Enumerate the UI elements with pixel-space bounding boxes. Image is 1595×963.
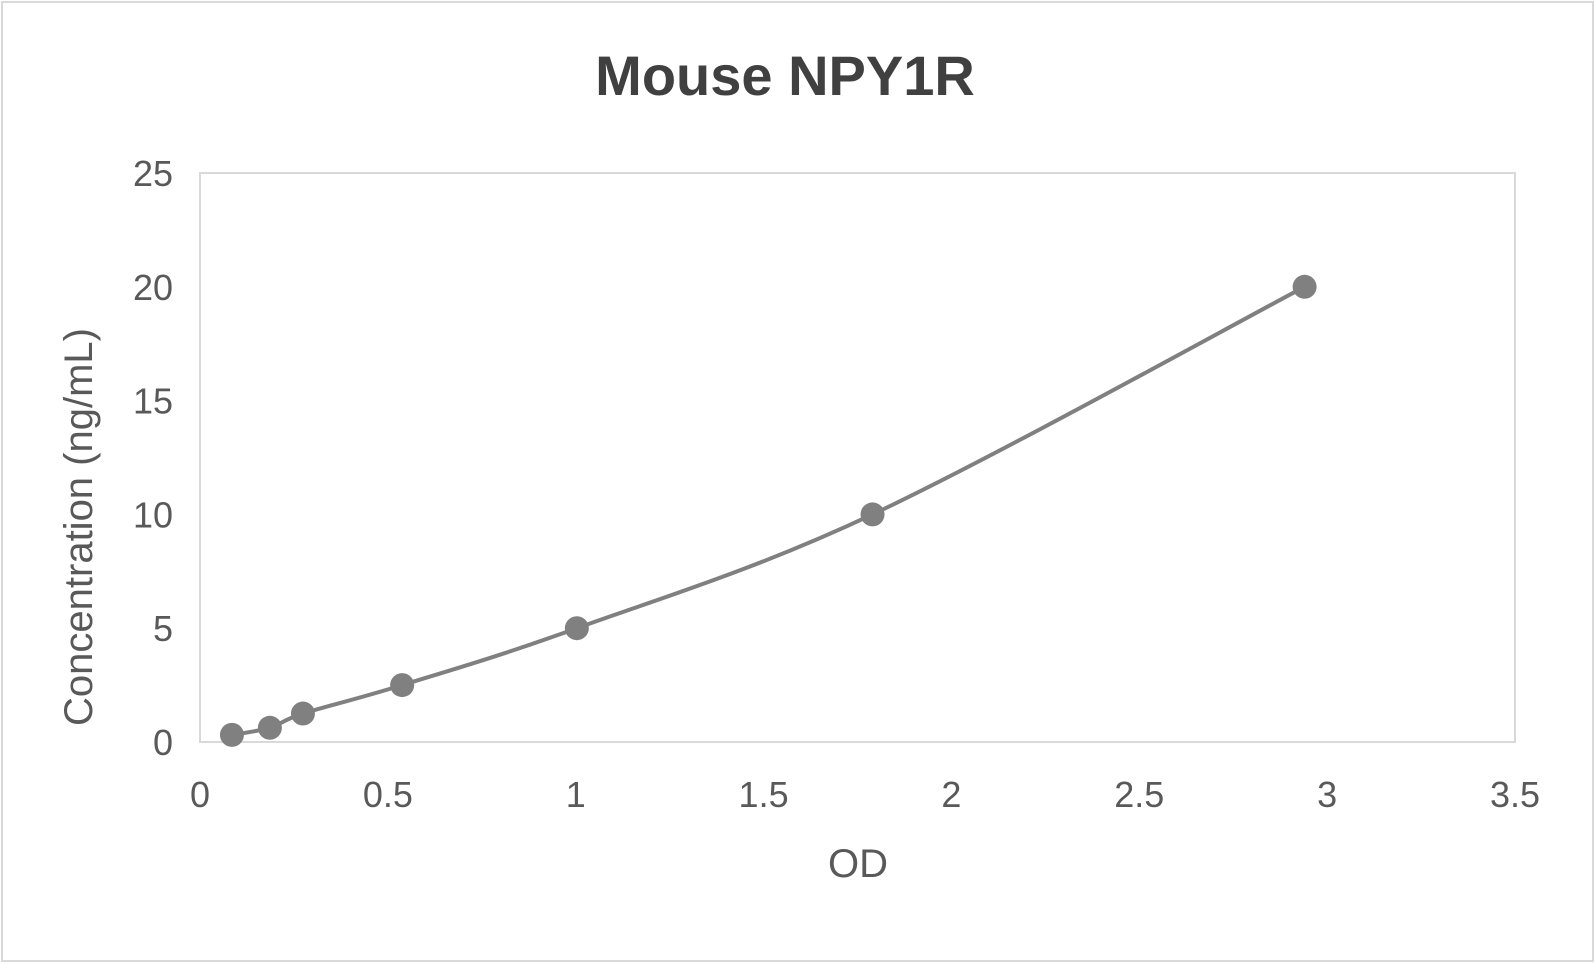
x-tick-label: 3.5 [1490, 774, 1540, 815]
y-tick-label: 25 [133, 153, 173, 194]
x-axis-label: OD [828, 842, 888, 886]
data-point-marker [290, 701, 315, 726]
x-tick-label: 1 [566, 774, 586, 815]
y-axis-label: Concentration (ng/mL) [57, 328, 101, 726]
y-tick-label: 5 [153, 608, 173, 649]
y-tick-label: 20 [133, 267, 173, 308]
data-point-marker [390, 673, 415, 698]
data-point-marker [564, 616, 589, 641]
x-tick-label: 2.5 [1114, 774, 1164, 815]
y-tick-label: 0 [153, 722, 173, 763]
data-point-marker [219, 722, 244, 747]
plot-area [199, 172, 1516, 743]
x-tick-label: 3 [1317, 774, 1337, 815]
x-tick-label: 0.5 [363, 774, 413, 815]
x-tick-label: 2 [941, 774, 961, 815]
x-tick-label: 0 [190, 774, 210, 815]
data-point-marker [1292, 274, 1317, 299]
data-point-marker [860, 502, 885, 527]
y-tick-label: 15 [133, 381, 173, 422]
y-tick-label: 10 [133, 494, 173, 535]
x-tick-label: 1.5 [739, 774, 789, 815]
series-line [231, 285, 1306, 737]
y-axis-ticks: 0 5 10 15 20 25 [133, 153, 173, 763]
x-axis-ticks: 0 0.5 1 1.5 2 2.5 3 3.5 [190, 774, 1540, 815]
data-point-marker [257, 715, 282, 740]
series-markers [219, 274, 1317, 747]
chart-title: Mouse NPY1R [595, 44, 975, 107]
